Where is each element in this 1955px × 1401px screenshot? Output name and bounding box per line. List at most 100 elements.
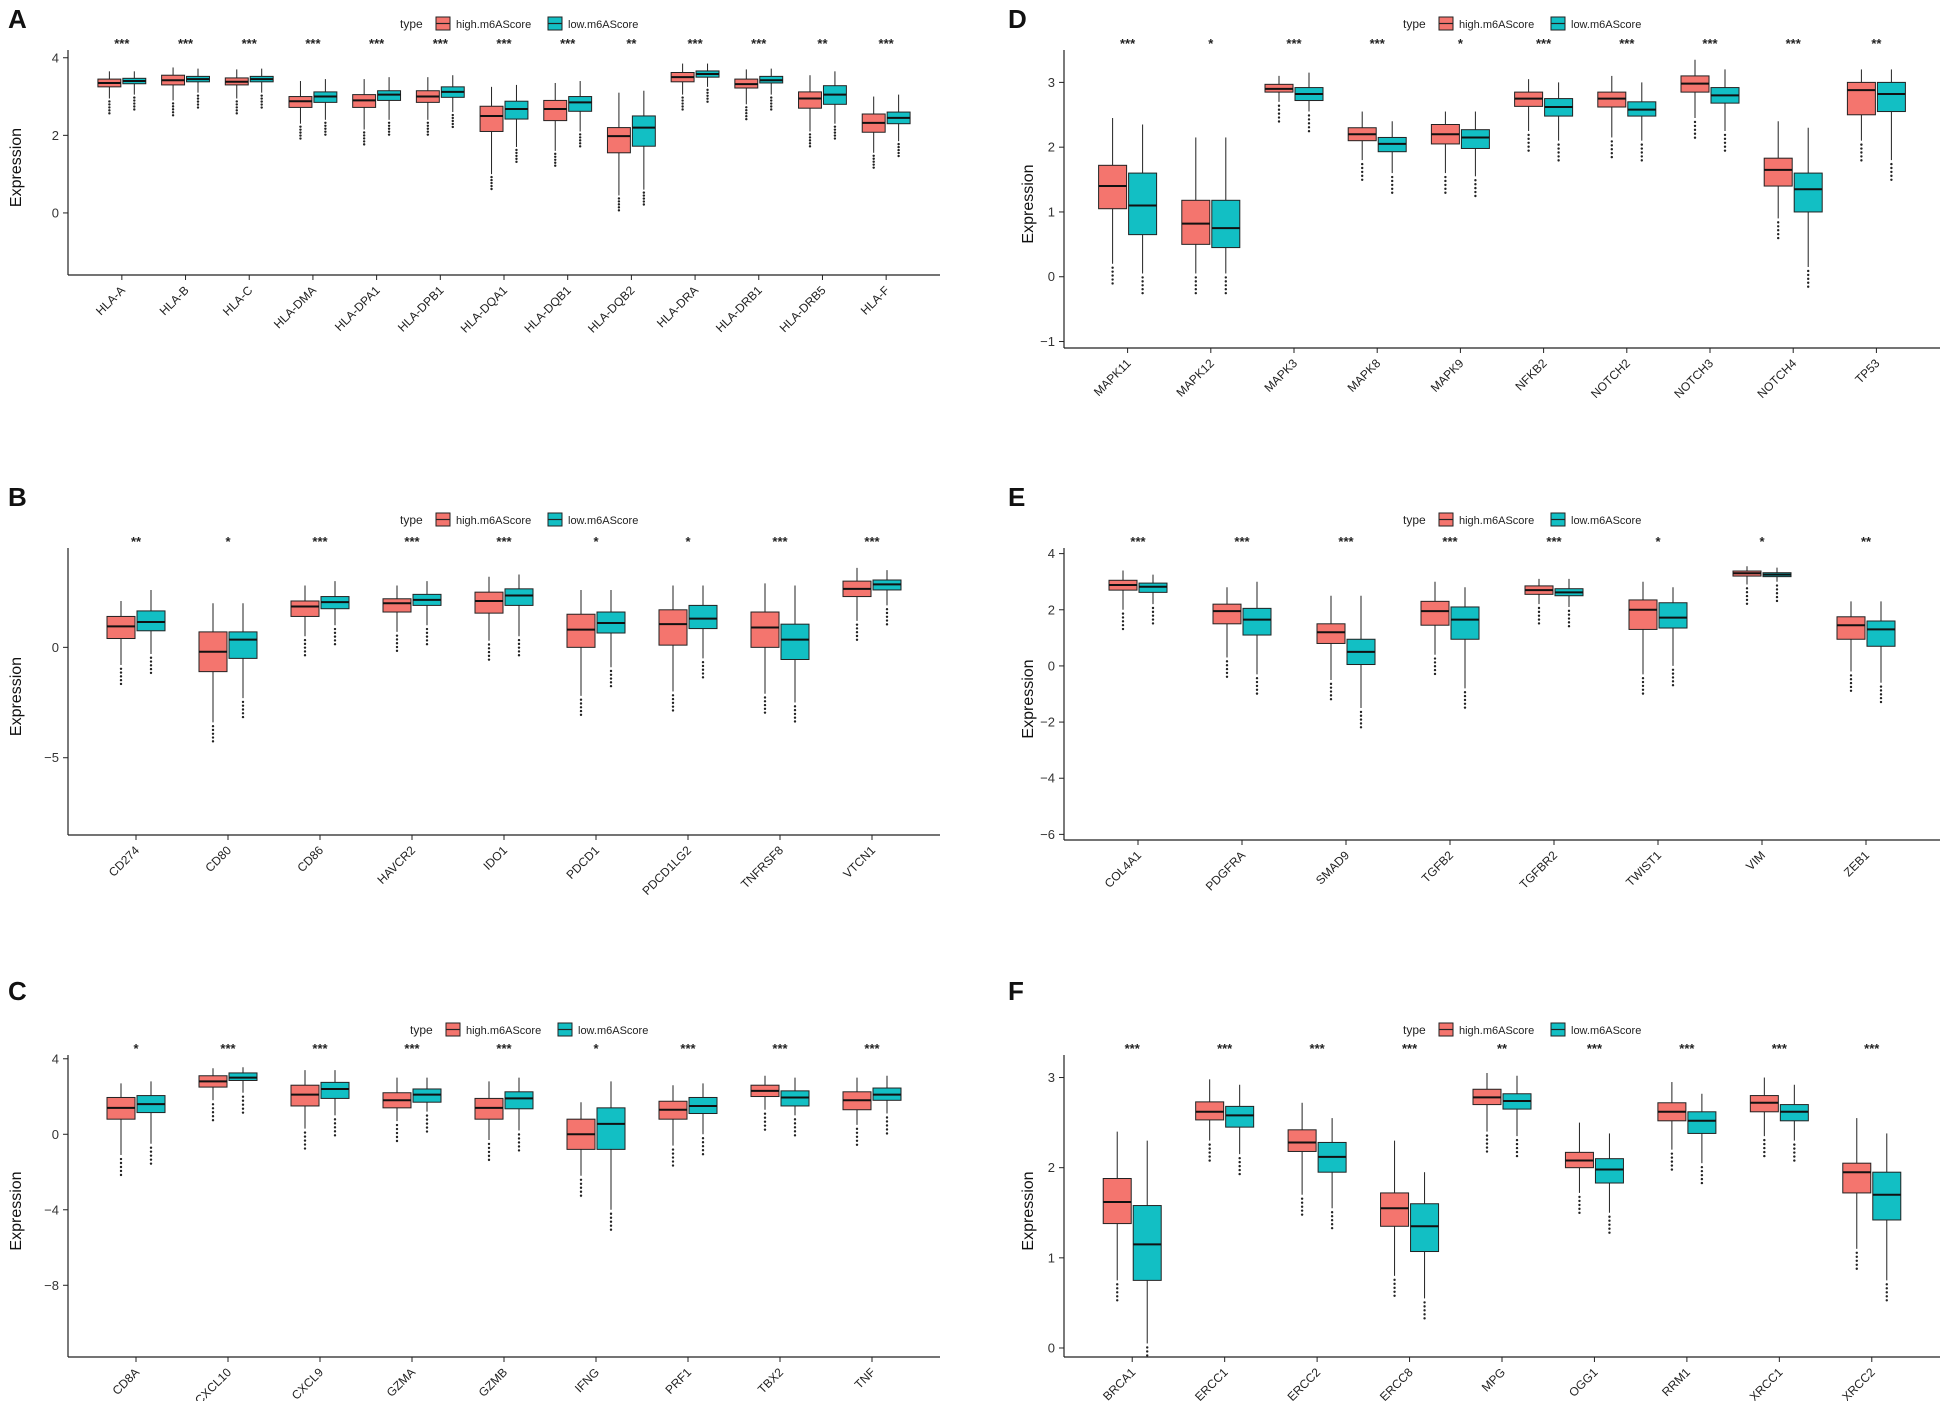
box-iqr [566,613,596,648]
outlier-point [1775,588,1779,591]
outlier-point [241,700,245,704]
panel-letter: B [8,482,27,512]
box-high [658,585,688,712]
outlier-point [241,1099,245,1102]
outlier-point [324,130,327,133]
outlier-point [425,1114,429,1117]
outlier-point [1141,291,1144,295]
x-tick-label: NOTCH4 [1755,356,1800,401]
x-tick-label: TNFRSF8 [738,843,786,891]
box-low [1450,587,1480,709]
box-low [228,1067,258,1114]
outlier-point [451,125,454,129]
box-iqr [798,91,822,109]
x-tick-label: ZEB1 [1841,848,1872,879]
legend: type high.m6AScore low.m6AScore [410,1022,648,1037]
significance-label: *** [1338,534,1354,549]
outlier-point [425,635,429,638]
box-high [290,1070,320,1150]
outlier-point [1860,151,1863,154]
outlier-point [333,635,337,638]
box-low [504,574,534,657]
x-tick-label: MAPK12 [1174,356,1218,400]
outlier-point [1885,1295,1888,1298]
box-iqr [1763,157,1793,187]
outlier-point [1391,187,1394,191]
box-iqr [658,609,688,646]
outlier-point [1578,1207,1581,1211]
box-high [1420,581,1450,676]
outlier-point [872,157,875,160]
box-high [861,96,886,169]
x-tick-label: MAPK8 [1345,356,1384,395]
outlier-point [1723,133,1727,137]
outlier-point [1745,587,1749,590]
outlier-point [1777,229,1780,232]
box-iqr [606,127,631,154]
outlier-point [671,1156,675,1159]
x-tick-label: PDGFRA [1203,848,1248,893]
outlier-point [119,1169,123,1173]
box-iqr [1460,129,1490,149]
y-tick-label: 0 [52,205,59,220]
outlier-point [133,108,136,111]
outlier-point [303,638,307,642]
x-tick-label: HLA-A [93,283,128,318]
significance-label: *** [1702,36,1718,51]
outlier-point [108,100,111,103]
significance-label: *** [312,534,328,549]
outlier-point [235,109,238,112]
outlier-point [681,105,684,108]
outlier-point [362,131,366,134]
outlier-point [885,623,889,626]
outlier-point [579,713,583,717]
outlier-point [1151,610,1155,614]
significance-label: *** [496,36,512,51]
outlier-point [1855,1263,1858,1266]
outlier-point [1557,155,1560,158]
significance-label: *** [496,534,512,549]
box-iqr [290,600,320,617]
outlier-point [1238,1156,1241,1160]
outlier-point [770,105,773,108]
outlier-point [1777,232,1780,236]
outlier-point [119,682,123,686]
significance-label: *** [220,1041,236,1056]
outlier-point [671,701,675,705]
significance-label: * [1458,36,1464,51]
outlier-point [701,676,705,679]
outlier-point [119,671,123,674]
outlier-point [1146,1354,1149,1357]
x-tick-label: HLA-DQA1 [458,283,511,336]
outlier-point [833,125,837,128]
outlier-point [1300,1201,1304,1204]
significance-label: *** [1402,1041,1418,1056]
outlier-point [706,97,709,100]
outlier-point [1423,1301,1426,1304]
box-iqr [631,115,656,147]
outlier-point [425,1130,429,1133]
outlier-point [211,724,215,728]
significance-label: *** [1442,534,1458,549]
box-low [313,79,338,136]
significance-label: *** [404,1041,420,1056]
box-iqr [1658,602,1688,629]
box-iqr [1836,616,1866,640]
outlier-point [1255,680,1259,684]
outlier-point [362,143,366,146]
outlier-point [517,1145,521,1148]
outlier-point [1610,155,1614,159]
box-high [1181,137,1211,295]
outlier-point [1700,1165,1704,1169]
significance-label: *** [1786,36,1802,51]
box-low [412,1077,442,1133]
outlier-point [1330,1211,1334,1214]
box-high [842,567,872,641]
box-low [249,68,274,109]
outlier-point [1885,1291,1888,1294]
outlier-point [701,1141,705,1144]
outlier-point [1393,1290,1396,1294]
outlier-point [1238,1164,1241,1168]
box-iqr [1594,1158,1624,1184]
outlier-point [487,1158,491,1162]
